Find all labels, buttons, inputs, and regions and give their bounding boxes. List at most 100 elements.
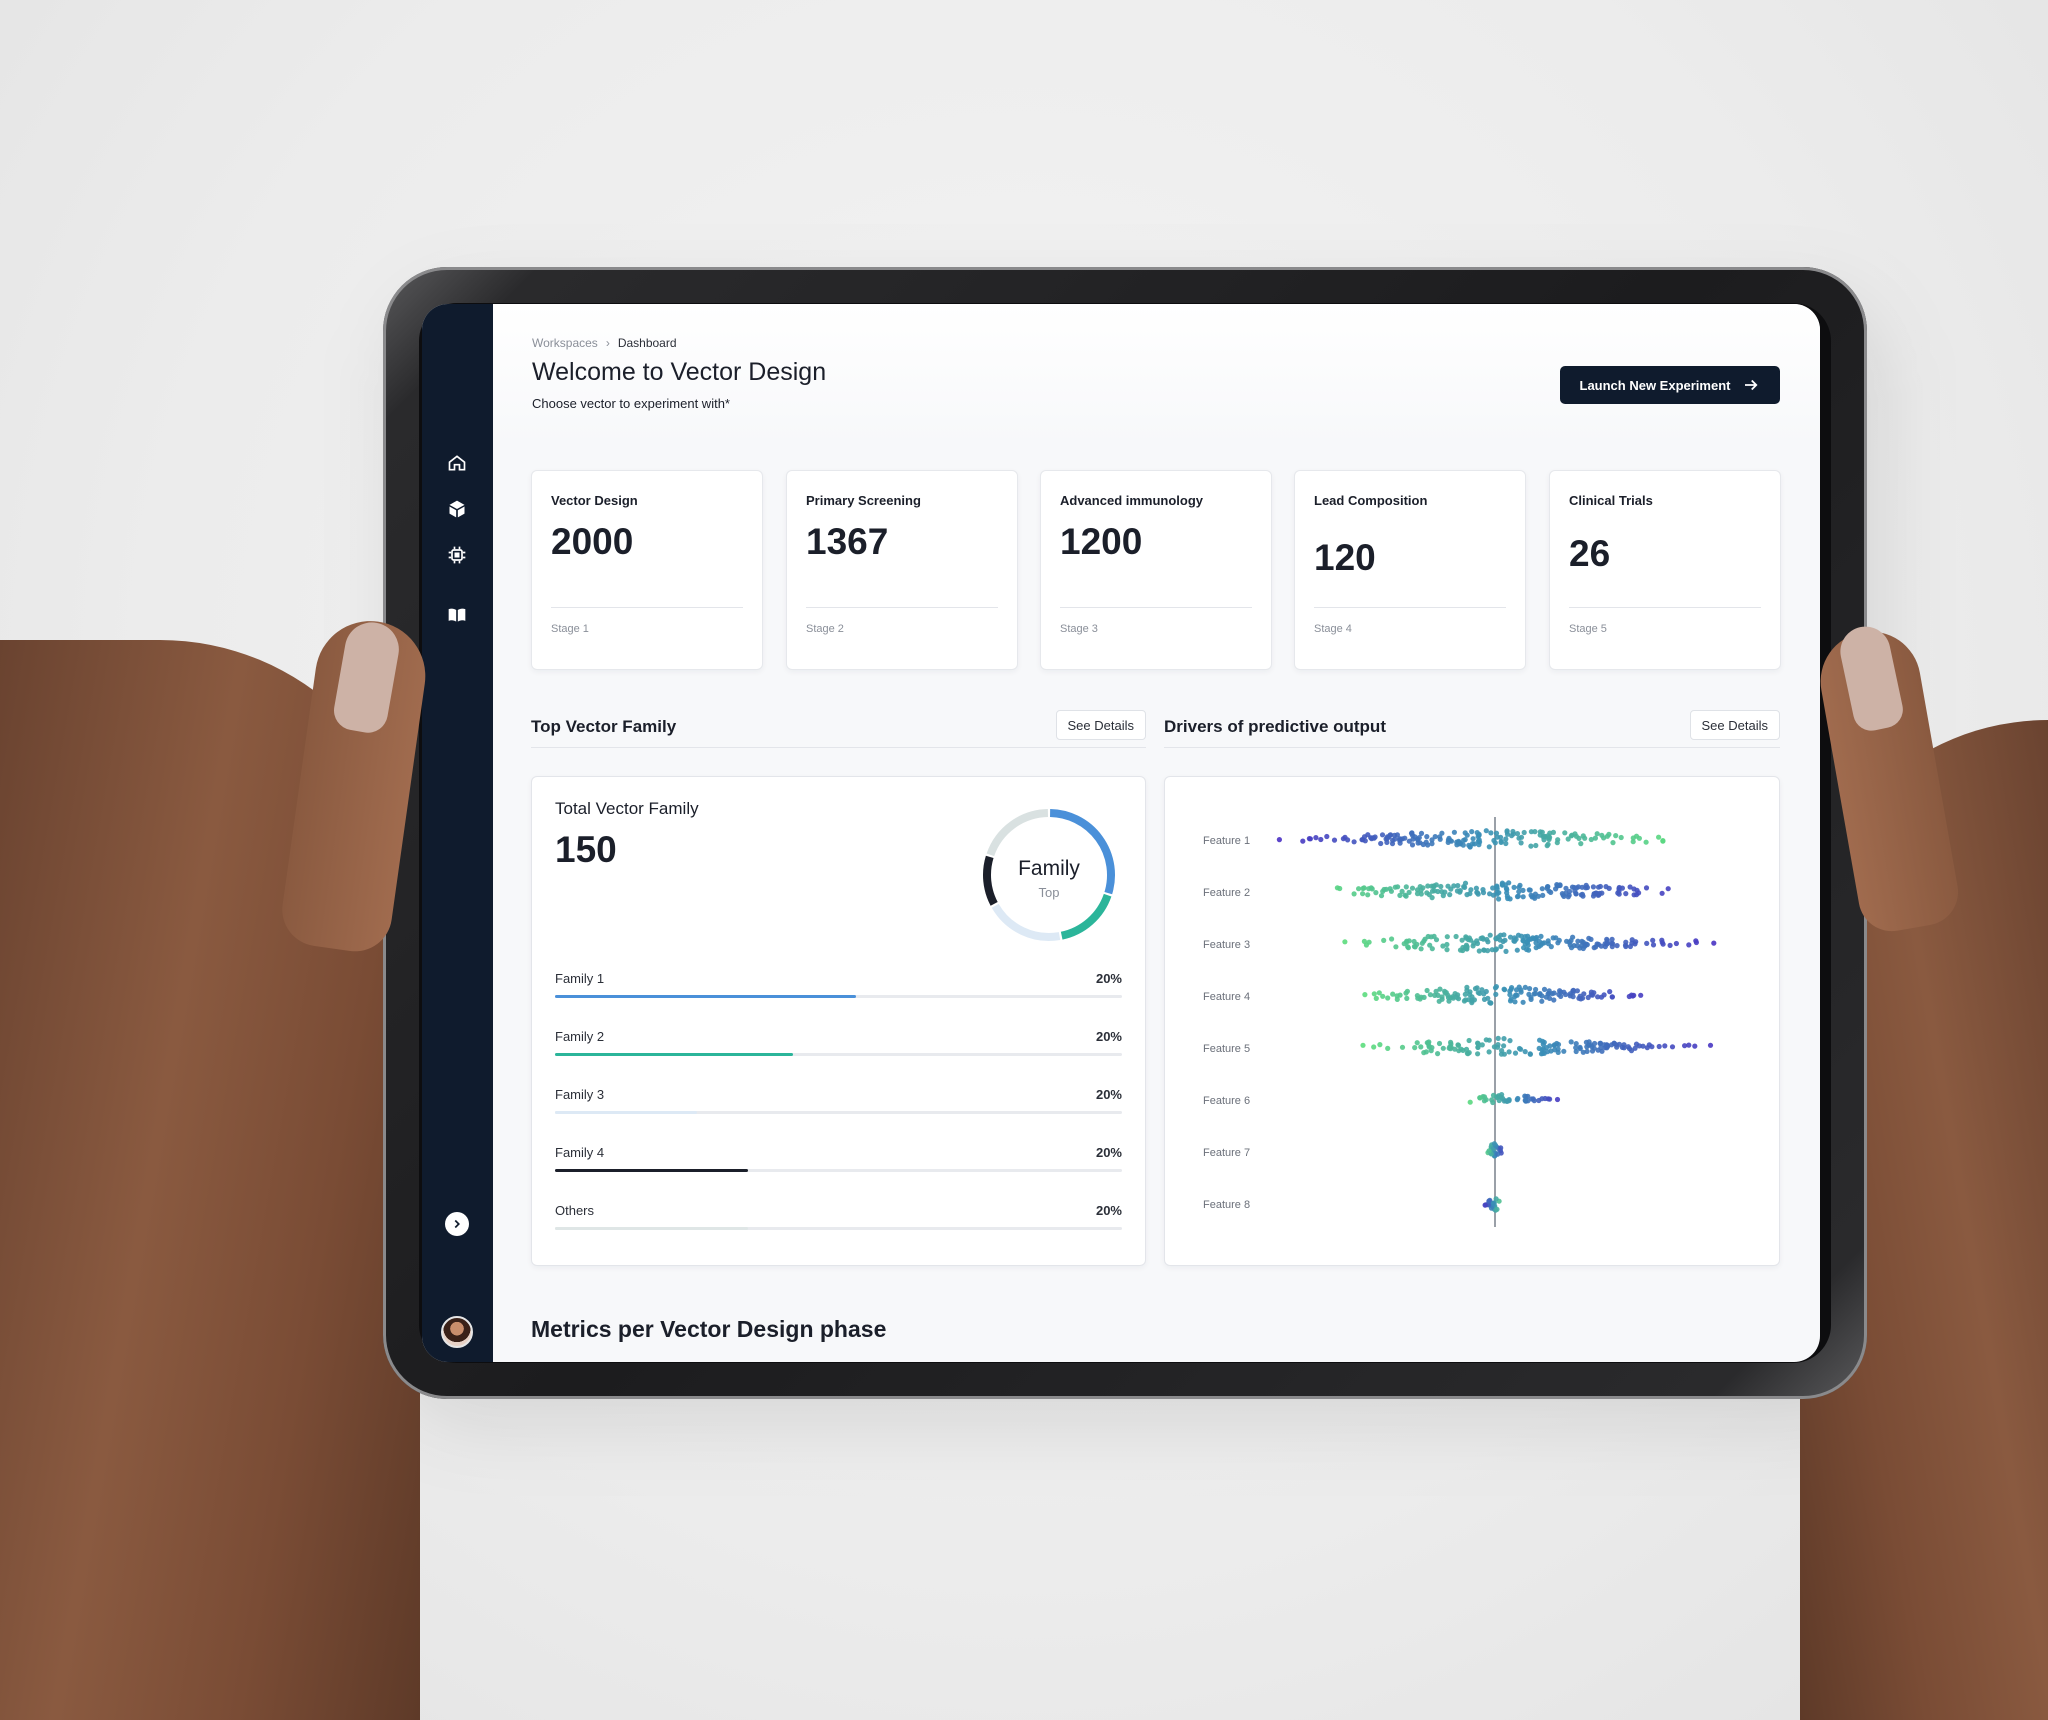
breadcrumb-workspaces[interactable]: Workspaces xyxy=(532,336,598,350)
beeswarm-point xyxy=(1629,940,1635,946)
beeswarm-point xyxy=(1418,891,1424,897)
family-row[interactable]: Family 4 20% xyxy=(555,1145,1122,1185)
beeswarm-point xyxy=(1498,839,1504,845)
chevron-right-icon[interactable] xyxy=(445,1212,469,1236)
launch-experiment-button[interactable]: Launch New Experiment xyxy=(1560,366,1780,404)
family-label: Family 3 xyxy=(555,1087,605,1102)
beeswarm-point xyxy=(1455,992,1461,998)
beeswarm-point xyxy=(1606,885,1612,891)
beeswarm-point xyxy=(1589,1048,1596,1054)
beeswarm-point xyxy=(1604,941,1610,947)
beeswarm-point xyxy=(1276,837,1282,843)
beeswarm-point xyxy=(1414,993,1420,999)
family-row[interactable]: Others 20% xyxy=(555,1203,1122,1243)
see-details-button[interactable]: See Details xyxy=(1055,710,1146,740)
family-row[interactable]: Family 3 20% xyxy=(555,1087,1122,1127)
beeswarm-point xyxy=(1630,839,1636,845)
beeswarm-point xyxy=(1474,985,1480,991)
beeswarm-point xyxy=(1562,830,1568,836)
beeswarm-point xyxy=(1682,1043,1688,1049)
chip-icon[interactable] xyxy=(444,542,470,568)
feature-label: Feature 4 xyxy=(1203,991,1251,1003)
beeswarm-point xyxy=(1397,892,1403,898)
beeswarm-point xyxy=(1636,835,1642,841)
beeswarm-point xyxy=(1566,888,1573,895)
beeswarm-point xyxy=(1580,893,1586,899)
beeswarm-point xyxy=(1433,988,1439,994)
feature-label: Feature 6 xyxy=(1203,1095,1251,1107)
beeswarm-point xyxy=(1412,834,1418,840)
beeswarm-point xyxy=(1555,1046,1561,1052)
family-row[interactable]: Family 2 20% xyxy=(555,1029,1122,1069)
book-icon[interactable] xyxy=(444,602,470,628)
beeswarm-point xyxy=(1412,944,1418,950)
beeswarm-point xyxy=(1418,1044,1424,1050)
beeswarm-point xyxy=(1501,1043,1507,1049)
beeswarm-point xyxy=(1423,1049,1429,1055)
beeswarm-point xyxy=(1495,1042,1501,1048)
beeswarm-point xyxy=(1445,839,1451,845)
beeswarm-point xyxy=(1609,936,1615,942)
beeswarm-point xyxy=(1439,996,1445,1002)
beeswarm-point xyxy=(1412,1045,1418,1051)
stage-card-1[interactable]: Vector Design 2000 Stage 1 xyxy=(531,470,763,670)
beeswarm-point xyxy=(1631,892,1637,898)
beeswarm-point xyxy=(1481,947,1487,953)
beeswarm-point xyxy=(1659,890,1665,896)
beeswarm-point xyxy=(1511,884,1517,890)
beeswarm-point xyxy=(1480,887,1486,893)
beeswarm-point xyxy=(1361,938,1367,944)
beeswarm-point xyxy=(1512,999,1518,1005)
beeswarm-point xyxy=(1451,829,1457,835)
beeswarm-point xyxy=(1501,932,1507,938)
beeswarm-point xyxy=(1588,836,1594,843)
beeswarm-point xyxy=(1526,936,1532,942)
beeswarm-point xyxy=(1627,884,1633,890)
stage-label: Stage 3 xyxy=(1060,623,1098,635)
beeswarm-point xyxy=(1469,997,1475,1003)
beeswarm-point xyxy=(1478,935,1484,941)
beeswarm-point xyxy=(1463,1046,1470,1052)
beeswarm-point xyxy=(1539,993,1545,999)
beeswarm-point xyxy=(1588,936,1594,942)
stage-value: 1200 xyxy=(1060,521,1143,562)
beeswarm-point xyxy=(1436,1040,1443,1047)
stage-label: Stage 1 xyxy=(551,623,589,635)
stage-card-3[interactable]: Advanced immunology 1200 Stage 3 xyxy=(1040,470,1272,670)
beeswarm-point xyxy=(1522,934,1528,940)
beeswarm-point xyxy=(1607,989,1613,995)
donut-segment-2 xyxy=(1060,893,1112,940)
beeswarm-point xyxy=(1568,938,1574,944)
stage-card-4[interactable]: Lead Composition 120 Stage 4 xyxy=(1294,470,1526,670)
beeswarm-point xyxy=(1614,1044,1620,1050)
beeswarm-point xyxy=(1462,830,1468,836)
beeswarm-point xyxy=(1488,830,1494,836)
beeswarm-chart xyxy=(1276,817,1717,1227)
stage-card-5[interactable]: Clinical Trials 26 Stage 5 xyxy=(1549,470,1781,670)
stage-value: 26 xyxy=(1569,533,1611,574)
home-icon[interactable] xyxy=(444,450,470,476)
see-details-button[interactable]: See Details xyxy=(1689,710,1780,740)
beeswarm-point xyxy=(1630,835,1636,841)
beeswarm-point xyxy=(1513,992,1519,998)
beeswarm-point xyxy=(1532,829,1538,835)
beeswarm-point xyxy=(1707,1042,1714,1048)
beeswarm-point xyxy=(1565,894,1571,900)
beeswarm-point xyxy=(1376,990,1382,996)
beeswarm-point xyxy=(1601,992,1607,998)
beeswarm-point xyxy=(1479,987,1485,993)
breadcrumb: Workspaces › Dashboard xyxy=(532,336,677,350)
stage-card-2[interactable]: Primary Screening 1367 Stage 2 xyxy=(786,470,1018,670)
family-row[interactable]: Family 1 20% xyxy=(555,971,1122,1011)
beeswarm-point xyxy=(1470,943,1476,949)
cube-icon[interactable] xyxy=(444,496,470,522)
beeswarm-point xyxy=(1595,884,1602,890)
beeswarm-point xyxy=(1516,889,1522,895)
beeswarm-point xyxy=(1476,948,1482,954)
total-family-label: Total Vector Family xyxy=(555,799,699,818)
stage-label: Stage 4 xyxy=(1314,623,1352,635)
beeswarm-point xyxy=(1360,891,1366,897)
beeswarm-point xyxy=(1516,884,1522,890)
avatar[interactable] xyxy=(441,1316,473,1348)
beeswarm-point xyxy=(1446,835,1452,841)
